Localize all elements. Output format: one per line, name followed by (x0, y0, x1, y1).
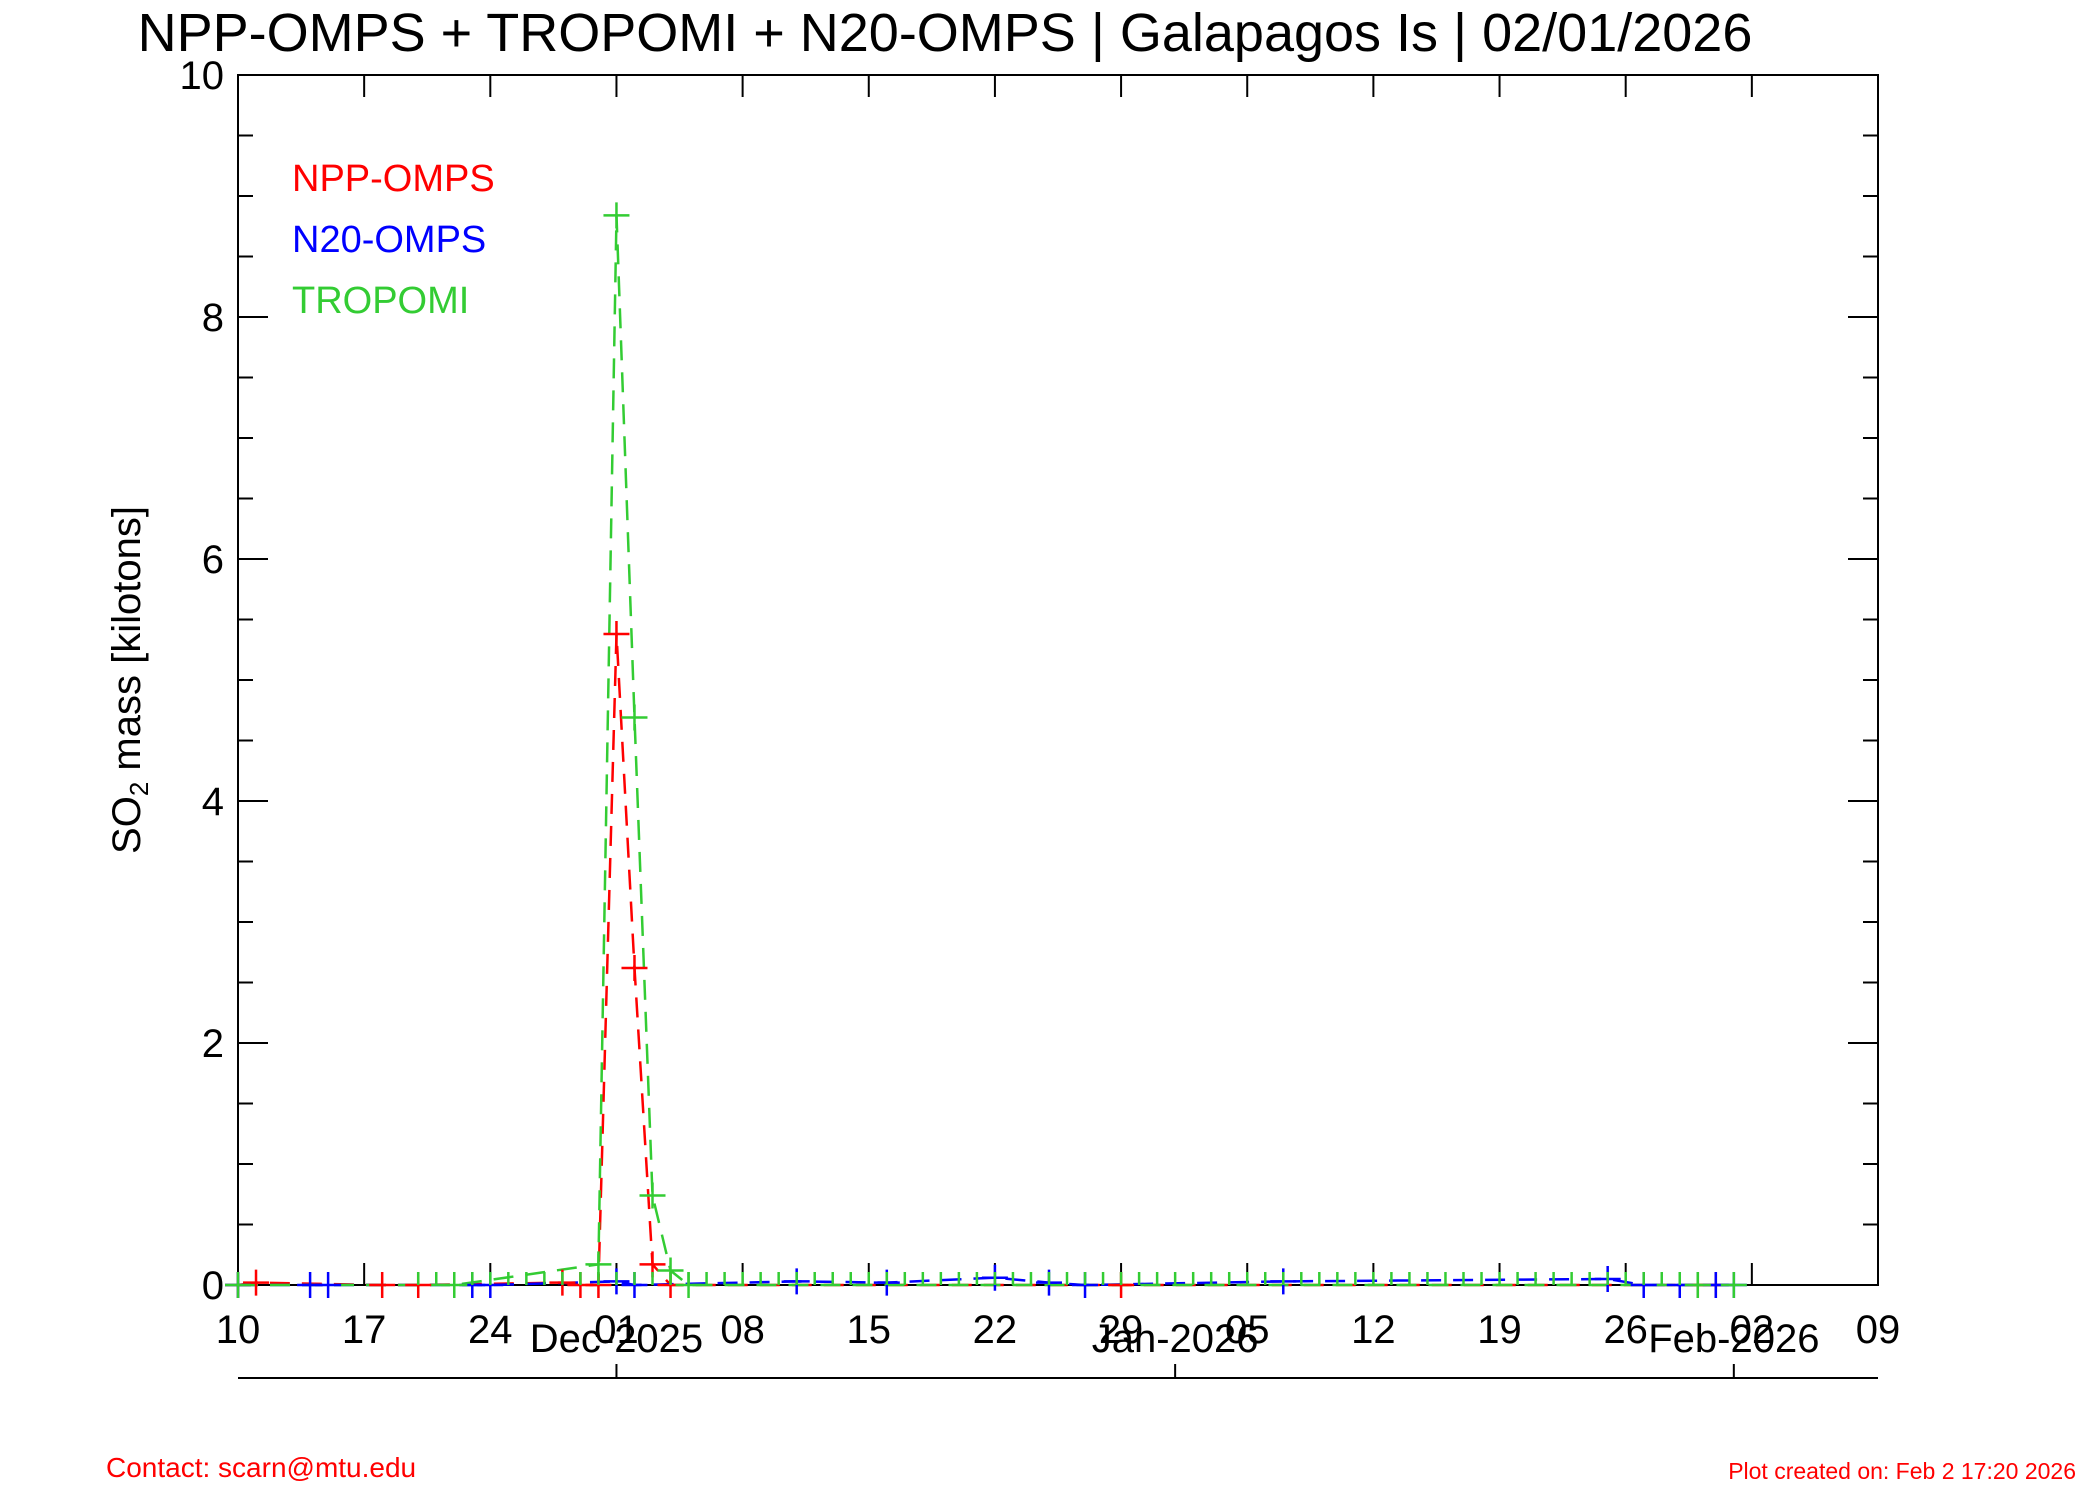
x-tick-label: 12 (1351, 1308, 1396, 1352)
data-point-tropomi (1720, 1272, 1747, 1298)
month-label: Dec-2025 (530, 1317, 703, 1361)
series-group (237, 215, 1734, 1287)
x-tick-label: 15 (847, 1308, 892, 1352)
legend-item-tropomi: TROPOMI (292, 280, 470, 322)
data-point-tropomi (225, 1272, 251, 1298)
x-tick-label: 02 (1730, 1308, 1775, 1352)
chart-title: NPP-OMPS + TROPOMI + N20-OMPS | Galapago… (137, 3, 1753, 63)
legend-item-npp-omps: NPP-OMPS (292, 158, 495, 200)
data-point-npp-omps (369, 1272, 396, 1298)
x-tick-label: 26 (1603, 1308, 1648, 1352)
x-tick-label: 10 (216, 1308, 261, 1352)
x-tick-label: 24 (468, 1308, 513, 1352)
footer-contact: Contact: scarn@mtu.edu (106, 1452, 417, 1483)
x-tick-label: 08 (720, 1308, 765, 1352)
y-tick-label: 10 (180, 54, 225, 98)
data-point-tropomi (639, 1182, 666, 1209)
data-point-tropomi (621, 704, 648, 731)
y-tick-label: 6 (202, 538, 224, 582)
data-point-npp-omps (603, 621, 630, 648)
legend-item-n20-omps: N20-OMPS (292, 219, 487, 261)
data-point-n20-omps (315, 1272, 342, 1298)
month-label: Jan-2026 (1092, 1317, 1259, 1361)
x-tick-label: 01 (594, 1308, 639, 1352)
x-tick-label: 22 (973, 1308, 1018, 1352)
month-label: Feb-2026 (1648, 1317, 1819, 1361)
x-tick-label: 29 (1099, 1308, 1144, 1352)
data-point-tropomi (603, 202, 630, 229)
markers-group (225, 202, 1747, 1298)
series-line-tropomi (238, 215, 1734, 1287)
series-line-npp-omps (237, 633, 1716, 1287)
data-point-npp-omps (243, 1269, 270, 1296)
x-tick-label: 19 (1477, 1308, 1522, 1352)
y-tick-label: 8 (202, 296, 224, 340)
y-tick-label: 2 (202, 1022, 224, 1066)
x-tick-label: 09 (1856, 1308, 1901, 1352)
x-tick-label: 05 (1225, 1308, 1270, 1352)
y-tick-label: 0 (202, 1264, 224, 1308)
y-tick-label: 4 (202, 780, 224, 824)
footer-created: Plot created on: Feb 2 17:20 2026 (1728, 1458, 2076, 1484)
data-point-npp-omps (621, 954, 648, 981)
x-tick-label: 17 (342, 1308, 387, 1352)
